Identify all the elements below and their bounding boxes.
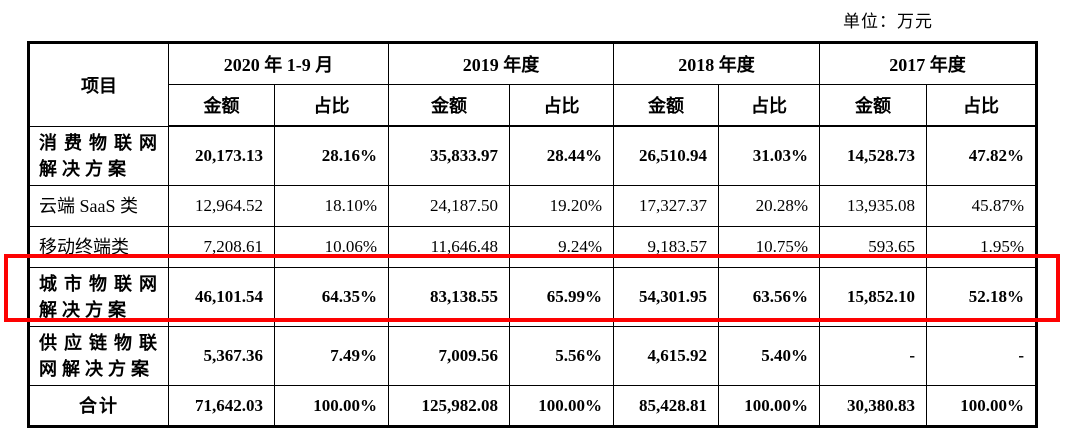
share-cell: 100.00%: [718, 385, 820, 428]
row-mobile-terminal: 移动终端类 7,208.61 10.06% 11,646.48 9.24% 9,…: [28, 225, 1037, 268]
amount-cell: 20,173.13: [168, 125, 275, 186]
amount-cell: 54,301.95: [613, 266, 719, 327]
row-label: 供应链物联网解决方案: [28, 325, 169, 387]
share-cell: 5.40%: [718, 325, 820, 387]
amount-header: 金额: [819, 84, 927, 127]
share-cell: 19.20%: [509, 184, 614, 227]
share-cell: 100.00%: [509, 385, 614, 428]
amount-cell: 15,852.10: [819, 266, 927, 327]
share-cell: 63.56%: [718, 266, 820, 327]
row-label: 云端 SaaS 类: [28, 184, 169, 227]
row-city-iot-solutions: 城市物联网解决方案 46,101.54 64.35% 83,138.55 65.…: [28, 266, 1037, 327]
row-consumer-iot-solutions: 消费物联网解决方案 20,173.13 28.16% 35,833.97 28.…: [28, 125, 1037, 186]
amount-cell: 46,101.54: [168, 266, 275, 327]
amount-cell: 12,964.52: [168, 184, 275, 227]
share-cell: 1.95%: [926, 225, 1037, 268]
share-cell: 31.03%: [718, 125, 820, 186]
share-header: 占比: [718, 84, 820, 127]
amount-cell: 593.65: [819, 225, 927, 268]
share-cell: 10.06%: [274, 225, 389, 268]
share-cell: 64.35%: [274, 266, 389, 327]
row-label: 移动终端类: [28, 225, 169, 268]
amount-cell: 71,642.03: [168, 385, 275, 428]
amount-cell: 26,510.94: [613, 125, 719, 186]
share-cell: 9.24%: [509, 225, 614, 268]
unit-label: 单位：万元: [843, 12, 933, 31]
share-cell: 20.28%: [718, 184, 820, 227]
share-cell: 52.18%: [926, 266, 1037, 327]
share-cell: 28.16%: [274, 125, 389, 186]
amount-cell: 7,009.56: [388, 325, 510, 387]
row-label: 合计: [28, 385, 169, 428]
amount-cell: 35,833.97: [388, 125, 510, 186]
amount-cell: 24,187.50: [388, 184, 510, 227]
share-cell: 65.99%: [509, 266, 614, 327]
amount-header: 金额: [613, 84, 719, 127]
amount-cell: 83,138.55: [388, 266, 510, 327]
share-header: 占比: [509, 84, 614, 127]
share-header: 占比: [274, 84, 389, 127]
amount-cell: 5,367.36: [168, 325, 275, 387]
row-label: 消费物联网解决方案: [28, 125, 169, 186]
amount-cell: 85,428.81: [613, 385, 719, 428]
amount-cell: 14,528.73: [819, 125, 927, 186]
column-header-item: 项目: [28, 42, 169, 127]
amount-cell: 13,935.08: [819, 184, 927, 227]
share-cell: 5.56%: [509, 325, 614, 387]
amount-cell: 125,982.08: [388, 385, 510, 428]
row-cloud-saas: 云端 SaaS 类 12,964.52 18.10% 24,187.50 19.…: [28, 184, 1037, 227]
share-cell: 47.82%: [926, 125, 1037, 186]
amount-cell: 4,615.92: [613, 325, 719, 387]
amount-cell: 9,183.57: [613, 225, 719, 268]
amount-header: 金额: [388, 84, 510, 127]
share-cell: 100.00%: [926, 385, 1037, 428]
period-header-2018: 2018 年度: [613, 42, 820, 85]
amount-cell: 7,208.61: [168, 225, 275, 268]
row-label: 城市物联网解决方案: [28, 266, 169, 327]
row-total: 合计 71,642.03 100.00% 125,982.08 100.00% …: [28, 385, 1037, 428]
amount-cell: 11,646.48: [388, 225, 510, 268]
amount-cell: 30,380.83: [819, 385, 927, 428]
amount-cell: 17,327.37: [613, 184, 719, 227]
financial-table: 项目 2020 年 1-9 月 2019 年度 2018 年度 2017 年度 …: [27, 41, 1038, 429]
amount-cell: -: [819, 325, 927, 387]
share-cell: 45.87%: [926, 184, 1037, 227]
period-header-2017: 2017 年度: [819, 42, 1037, 85]
share-cell: 28.44%: [509, 125, 614, 186]
period-header-2019: 2019 年度: [388, 42, 614, 85]
share-cell: 7.49%: [274, 325, 389, 387]
share-cell: 100.00%: [274, 385, 389, 428]
period-header-2020: 2020 年 1-9 月: [168, 42, 389, 85]
amount-header: 金额: [168, 84, 275, 127]
share-cell: -: [926, 325, 1037, 387]
share-header: 占比: [926, 84, 1037, 127]
share-cell: 10.75%: [718, 225, 820, 268]
row-supply-chain-iot-solutions: 供应链物联网解决方案 5,367.36 7.49% 7,009.56 5.56%…: [28, 325, 1037, 387]
share-cell: 18.10%: [274, 184, 389, 227]
